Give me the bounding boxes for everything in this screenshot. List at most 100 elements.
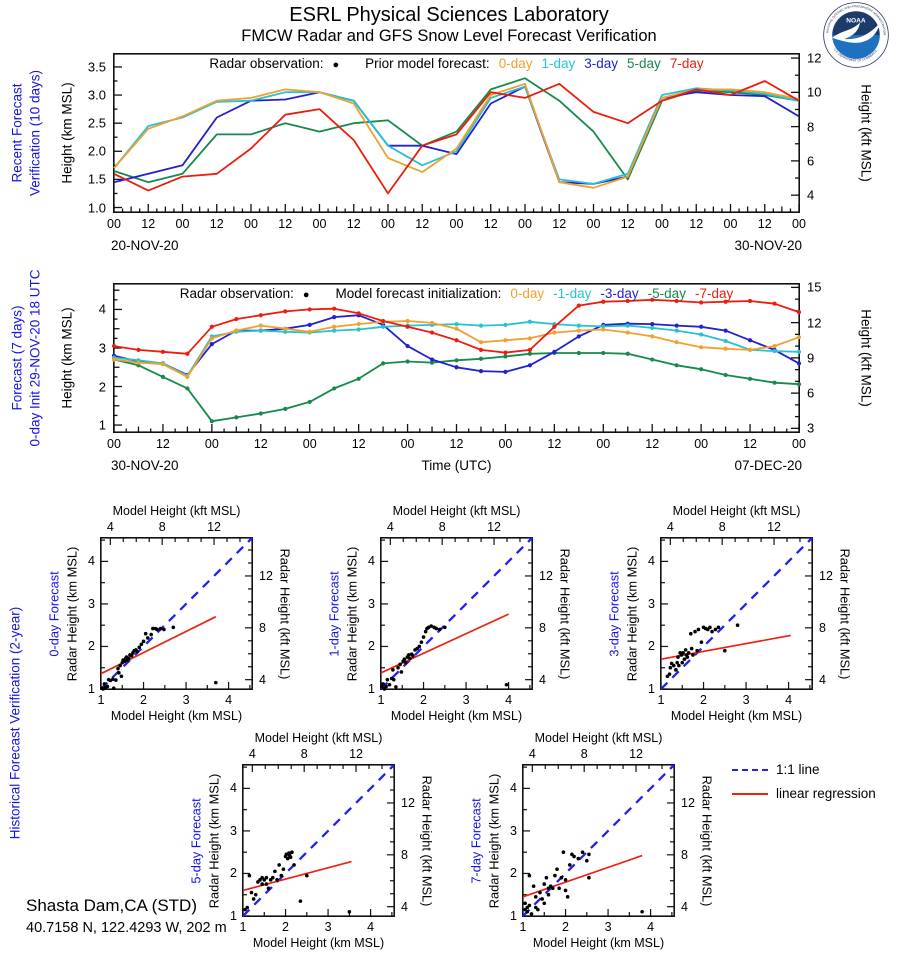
y-tick-label-km: 2.5: [87, 115, 106, 131]
page-subtitle: FMCW Radar and GFS Snow Level Forecast V…: [241, 27, 657, 45]
scatter-panel-label: 0-day Forecast: [46, 570, 62, 657]
x-tick-label: 00: [596, 437, 611, 451]
y-tick-label-km: 2: [510, 866, 517, 881]
plot-frame: [113, 53, 801, 213]
obs-dot-icon: ●: [332, 59, 340, 71]
scatter-panel-label: 1-day Forecast: [326, 570, 342, 657]
regression-line: [380, 613, 509, 674]
series-markers-0-day: [111, 318, 802, 379]
x-tick-label: 00: [694, 437, 709, 451]
y-axis-title-left: Radar Height (km MSL): [624, 546, 640, 681]
x-tick-label: 12: [253, 437, 268, 451]
x-tick-label-kft: 4: [528, 747, 536, 761]
x-tick-label-kft: 8: [300, 747, 308, 761]
plot1-ylabel-left: Height (km MSL): [59, 82, 75, 184]
x-tick-label-km: 2: [282, 920, 290, 934]
x-tick-label-km: 3: [324, 920, 332, 934]
y-tick-label-kft: 8: [259, 620, 266, 635]
y-axis-kft-ticks: [791, 286, 799, 430]
x-tick-label: 12: [743, 437, 758, 451]
legend-item-7-day: 7-day: [669, 56, 704, 71]
x-axis-ticks: [113, 204, 800, 212]
y-axis-title-left: Radar Height (km MSL): [486, 773, 502, 908]
page-title: ESRL Physical Sciences Laboratory: [289, 4, 609, 26]
x-tick-label: 12: [351, 437, 366, 451]
x-axis-title-bottom: Model Height (km MSL): [252, 936, 385, 950]
x-tick-label-kft: 4: [106, 520, 114, 534]
x-tick-label-kft: 12: [629, 747, 643, 761]
x-axis-title-top: Model Height (kft MSL): [254, 731, 383, 745]
plot-frame: [113, 283, 801, 433]
y-axis-kft-ticks: [791, 57, 799, 196]
y-tick-label-kft: 3: [807, 420, 815, 436]
x-tick-label: 00: [498, 437, 513, 451]
x-tick-label-km: 4: [225, 693, 233, 707]
regression-line-sample: [732, 792, 768, 795]
kft-ticks: [389, 538, 532, 681]
x-axis-title-top: Model Height (kft MSL): [392, 504, 521, 518]
x-date-left: 30-NOV-20: [111, 458, 179, 473]
x-tick-label-km: 2: [140, 693, 148, 707]
y-axis-km-ticks: [114, 66, 122, 209]
legend-title: Prior model forecast:: [365, 56, 490, 71]
series-markers--7-day: [111, 297, 802, 356]
scatter_3day-svg: [660, 537, 813, 690]
y-tick-label-kft: 12: [681, 795, 695, 810]
one-to-one-line-sample: [732, 768, 768, 771]
y-tick-label-km: 2: [230, 866, 237, 881]
y-tick-label-kft: 8: [539, 620, 546, 635]
y-axis-title-right: Radar Height (kft MSL): [277, 548, 293, 679]
x-tick-label-kft: 4: [666, 520, 674, 534]
x-tick-label-kft: 8: [438, 520, 446, 534]
legend-item-0-day: 0-day: [498, 56, 533, 71]
x-tick-label: 12: [346, 217, 361, 231]
y-axis-title-left: Radar Height (km MSL): [344, 546, 360, 681]
x-tick-label: 00: [792, 437, 806, 451]
scatter_5day-svg: [242, 764, 395, 917]
regression-line: [522, 854, 643, 898]
km-ticks: [242, 766, 393, 917]
y-tick-label-kft: 4: [681, 899, 688, 914]
y-tick-label-km: 3: [648, 596, 655, 611]
y-tick-label-kft: 12: [807, 315, 822, 331]
y-tick-label-kft: 8: [807, 119, 815, 135]
x-tick-label: 00: [312, 217, 327, 231]
y-tick-label-kft: 8: [681, 847, 688, 862]
y-tick-label-km: 4: [648, 554, 655, 569]
x-tick-label-km: 1: [377, 693, 385, 707]
x-axis-title-bottom: Model Height (km MSL): [390, 709, 523, 723]
x-tick-label: 00: [302, 437, 317, 451]
y-tick-label-km: 3.5: [87, 59, 106, 75]
x-axis-title-bottom: Model Height (km MSL): [110, 709, 243, 723]
scatter-panel-label: 5-day Forecast: [188, 797, 204, 884]
y-tick-label-km: 2: [368, 639, 375, 654]
y-tick-label-kft: 15: [807, 279, 822, 295]
y-tick-label-kft: 12: [539, 568, 553, 583]
x-tick-label: 12: [209, 217, 224, 231]
y-tick-label-km: 4: [88, 554, 95, 569]
regression-line: [100, 615, 217, 675]
y-tick-label-km: 4: [368, 554, 375, 569]
y-tick-label-km: 4: [230, 781, 237, 796]
one-to-one-line: [660, 537, 813, 690]
series-line-1-day: [113, 85, 800, 185]
x-tick-label: 12: [552, 217, 567, 231]
x-axis-title-top: Model Height (kft MSL): [534, 731, 663, 745]
scatter_1day-svg: [380, 537, 533, 691]
plot-frame: [380, 537, 533, 690]
x-tick-label: 12: [483, 217, 498, 231]
y-axis-title-left: Radar Height (km MSL): [206, 773, 222, 908]
x-tick-label-km: 3: [604, 920, 612, 934]
series-markers--5-day: [111, 350, 802, 424]
obs-dot-icon: ●: [302, 289, 310, 301]
x-tick-label: 00: [586, 217, 601, 231]
x-tick-label: 12: [689, 217, 704, 231]
legend-item-3-day: 3-day: [584, 56, 619, 71]
kft-ticks: [109, 538, 252, 681]
plot1-ylabel-right: Height (kft MSL): [858, 84, 874, 182]
one-to-one-line: [100, 537, 253, 690]
x-tick-label: 00: [204, 437, 219, 451]
legend-item--7-day: -7-day: [694, 286, 734, 301]
y-tick-label-km: 1: [648, 682, 655, 696]
y-axis-title-left: Radar Height (km MSL): [64, 546, 80, 681]
